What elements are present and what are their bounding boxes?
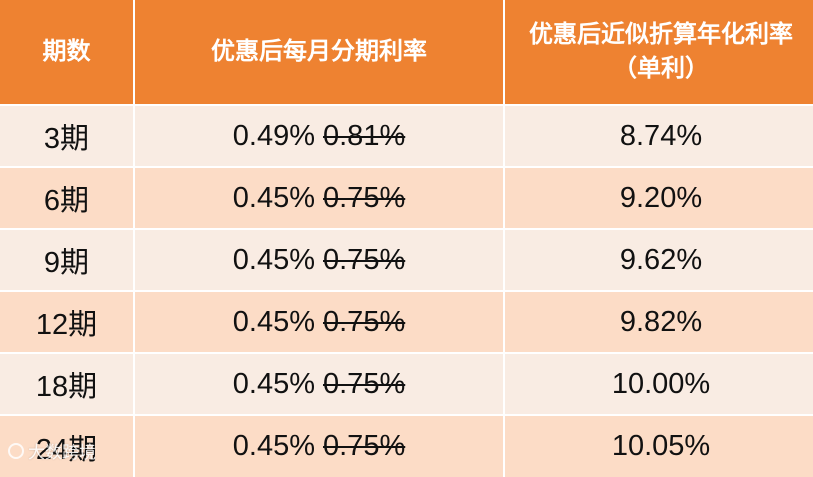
header-annual-rate: 优惠后近似折算年化利率（单利） [505,0,813,104]
row-5-annual-rate: 10.00% [505,354,813,414]
row-4-annual-rate: 9.82% [505,292,813,352]
row-3-old-rate: 0.75% [323,243,406,276]
brand-logo-icon [8,442,24,459]
row-6-monthly-rate: 0.45% 0.75% [135,416,503,477]
row-3-term: 9期 [0,230,133,290]
row-6-new-rate: 0.45% [232,430,315,462]
row-3-new-rate: 0.45% [232,243,315,276]
row-5-new-rate: 0.45% [232,367,315,400]
row-1-term: 3期 [0,106,133,166]
row-5-monthly-rate: 0.45% 0.75% [135,354,503,414]
row-5-old-rate: 0.75% [323,367,406,400]
row-4-term: 12期 [0,292,133,352]
row-2-old-rate: 0.75% [323,181,406,214]
row-1-monthly-rate: 0.49% 0.81% [135,106,503,166]
watermark-text: 大数跨境 [28,443,96,462]
row-4-monthly-rate: 0.45% 0.75% [135,292,503,352]
row-6-annual-rate: 10.05% [505,416,813,477]
row-3-annual-rate: 9.62% [505,230,813,290]
row-2-term: 6期 [0,168,133,228]
header-term: 期数 [0,0,133,104]
watermark: 大数跨境 [8,438,96,463]
row-2-annual-rate: 9.20% [505,168,813,228]
row-2-monthly-rate: 0.45% 0.75% [135,168,503,228]
row-4-new-rate: 0.45% [232,305,315,338]
row-4-old-rate: 0.75% [323,305,406,338]
row-5-term: 18期 [0,354,133,414]
row-1-old-rate: 0.81% [323,119,406,152]
header-monthly-rate: 优惠后每月分期利率 [135,0,503,104]
row-2-new-rate: 0.45% [232,181,315,214]
row-3-monthly-rate: 0.45% 0.75% [135,230,503,290]
row-1-annual-rate: 8.74% [505,106,813,166]
row-6-old-rate: 0.75% [323,430,406,462]
row-1-new-rate: 0.49% [232,119,315,152]
